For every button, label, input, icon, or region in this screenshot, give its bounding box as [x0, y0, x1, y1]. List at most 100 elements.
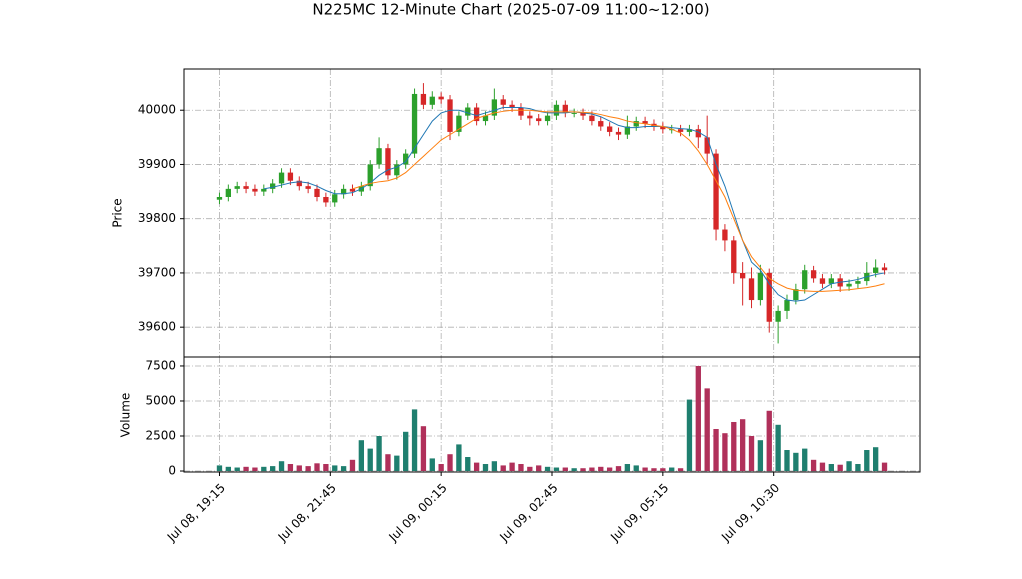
- candle-body: [544, 115, 551, 122]
- volume-bar: [509, 462, 515, 472]
- volume-bar: [358, 440, 365, 472]
- candle-body: [305, 186, 311, 189]
- candle-body: [465, 107, 471, 116]
- volume-bar: [642, 467, 648, 472]
- y-axis-label: Price: [111, 198, 125, 227]
- volume-bar: [278, 461, 285, 472]
- candle-body: [438, 96, 444, 100]
- volume-bar: [420, 426, 427, 472]
- candle-body: [660, 126, 666, 130]
- candle-body: [518, 107, 524, 116]
- y-tick-label: 5000: [145, 393, 176, 407]
- volume-bar: [881, 462, 888, 472]
- candle-body: [491, 99, 498, 116]
- volume-bar: [571, 468, 577, 472]
- candle-body: [394, 164, 400, 176]
- candle-body: [349, 188, 356, 192]
- candle-body: [784, 300, 790, 311]
- candle-body: [385, 148, 391, 176]
- candle-body: [252, 188, 258, 192]
- volume-bar: [677, 468, 684, 472]
- candle-body: [589, 115, 595, 122]
- candle-body: [757, 272, 764, 301]
- candle-body: [606, 126, 613, 132]
- candle-body: [323, 197, 329, 203]
- candle-body: [642, 121, 648, 124]
- volume-bar: [606, 467, 613, 472]
- moving-average-line: [263, 107, 885, 302]
- volume-bar: [447, 454, 453, 472]
- candle-body: [695, 129, 701, 138]
- volume-bar: [828, 464, 834, 472]
- volume-bar: [784, 450, 790, 472]
- candle-body: [314, 188, 320, 197]
- candle-body: [766, 272, 772, 322]
- volume-bar: [429, 458, 435, 472]
- candle-body: [819, 278, 826, 284]
- y-tick-label: 39800: [138, 211, 176, 225]
- volume-bar: [305, 466, 311, 472]
- volume-bar: [713, 428, 719, 472]
- plot-area: 39600 39700 39800 39900 40000 0 2500 5000 7500 Ju…: [138, 69, 920, 545]
- candle-body: [580, 112, 586, 116]
- volume-bar: [376, 436, 382, 472]
- volume-bar: [651, 468, 657, 472]
- x-tick-label: Jul 09, 00:15: [386, 481, 450, 545]
- volume-bar: [624, 464, 631, 472]
- candle-body: [456, 115, 462, 132]
- candle-body: [332, 194, 338, 203]
- candle-body: [261, 188, 267, 192]
- volume-bar: [855, 464, 861, 472]
- volume-bar: [536, 465, 542, 472]
- x-tick-label: Jul 08, 19:15: [164, 481, 228, 545]
- y-axis-label: Volume: [119, 393, 133, 438]
- y-tick-label: 40000: [138, 103, 176, 117]
- volume-bar: [846, 461, 852, 472]
- volume-bar: [332, 465, 338, 472]
- y-tick-label: 39900: [138, 157, 176, 171]
- volume-bar: [731, 421, 737, 472]
- x-tick-label: Jul 09, 10:30: [718, 481, 782, 545]
- volume-bar: [757, 440, 764, 472]
- volume-bar: [748, 436, 755, 472]
- volume-bar: [669, 467, 675, 472]
- volume-bar: [411, 409, 418, 472]
- volume-bar: [544, 466, 551, 472]
- volume-bar: [296, 465, 302, 472]
- candle-body: [234, 186, 240, 189]
- volume-bar: [527, 466, 533, 472]
- volume-bar: [438, 464, 444, 472]
- candle-body: [881, 267, 888, 271]
- candle-body: [615, 131, 622, 135]
- volume-bar: [598, 466, 604, 472]
- chart-title: N225MC 12-Minute Chart (2025-07-09 11:00…: [312, 1, 709, 19]
- volume-bar: [686, 399, 693, 472]
- volume-frame: [183, 356, 921, 473]
- volume-bar: [873, 447, 879, 472]
- y-tick-label: 39600: [138, 320, 176, 334]
- candle-body: [562, 104, 568, 113]
- candle-body: [873, 267, 879, 273]
- candle-body: [748, 278, 755, 301]
- candle-body: [713, 153, 719, 230]
- volume-bar: [562, 467, 568, 472]
- candle-body: [598, 121, 604, 127]
- volume-bar: [553, 467, 560, 472]
- volume-bar: [660, 468, 666, 472]
- candle-body: [536, 118, 542, 122]
- candle-body: [216, 197, 223, 200]
- volume-bar: [394, 455, 400, 472]
- candle-body: [270, 183, 276, 189]
- candle-body: [633, 121, 639, 127]
- volume-bar: [695, 365, 701, 472]
- candle-body: [482, 115, 489, 122]
- volume-bar: [491, 461, 498, 472]
- candle-body: [420, 93, 427, 105]
- y-tick-label: 39700: [138, 265, 176, 279]
- volume-bar: [810, 459, 817, 472]
- volume-bar: [633, 465, 639, 472]
- volume-bar: [287, 464, 294, 472]
- volume-bar: [314, 463, 320, 472]
- volume-bar: [518, 464, 524, 472]
